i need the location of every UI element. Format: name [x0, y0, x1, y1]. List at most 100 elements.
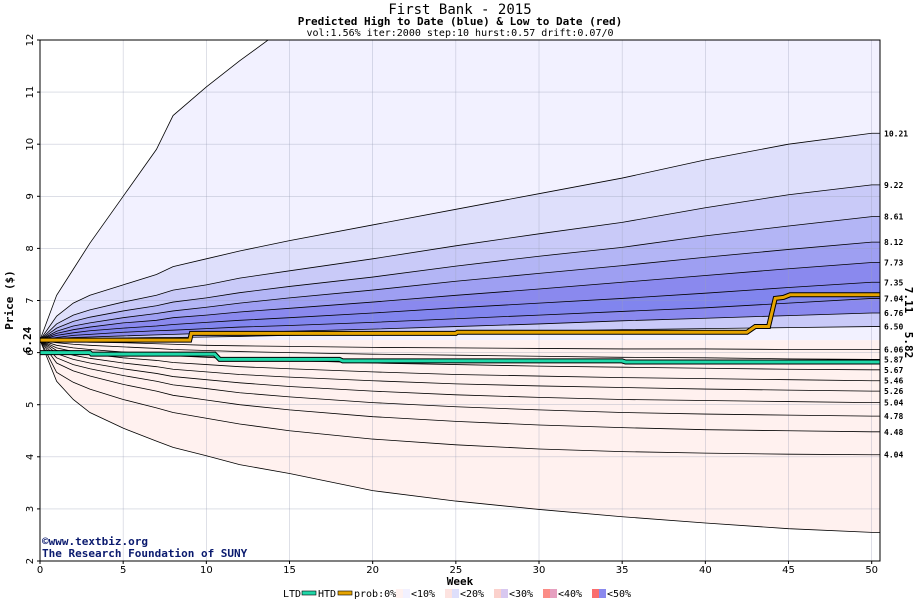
band-end-label: 4.04 [884, 451, 903, 460]
legend-low-swatch [445, 589, 452, 598]
legend-ltd-swatch [301, 590, 317, 596]
legend-low-swatch [494, 589, 501, 598]
high-band-line-6 [40, 281, 880, 341]
band-end-label: 9.22 [884, 181, 903, 190]
chart-subtitle: Predicted High to Date (blue) & Low to D… [298, 15, 623, 28]
band-end-label: 5.04 [884, 399, 903, 408]
credit-organization: The Research Foundation of SUNY [42, 547, 248, 560]
high-band-line-2 [40, 184, 880, 341]
low-band-line-7 [40, 339, 880, 433]
x-tick-label: 0 [37, 565, 43, 576]
plot-area [39, 39, 881, 562]
legend-high-swatch [501, 589, 508, 598]
legend-band-label: <30% [509, 589, 533, 600]
x-tick-label: 10 [200, 565, 213, 576]
legend-high-swatch [550, 589, 557, 598]
legend: LTD HTD prob:0% <10% <20% <30% <40% <50% [283, 589, 631, 600]
x-tick-label: 20 [366, 565, 379, 576]
price-paths [40, 292, 880, 365]
band-end-label: 5.46 [884, 377, 903, 386]
high-band-line-3 [40, 216, 880, 341]
legend-low-swatch [592, 589, 599, 598]
band-end-label: 6.76 [884, 309, 903, 318]
low-band-line-4 [40, 339, 880, 392]
legend-low-swatch [543, 589, 550, 598]
legend-band-label: <50% [607, 589, 631, 600]
x-tick-label: 30 [533, 565, 546, 576]
x-tick-label: 15 [283, 565, 296, 576]
legend-band-swatches: <10% <20% <30% <40% <50% [396, 589, 631, 600]
legend-band-label: <20% [460, 589, 484, 600]
band-end-label: 6.06 [884, 345, 903, 354]
y-tick-label: 6 [25, 349, 36, 355]
legend-prob-label: prob:0% [354, 589, 396, 600]
band-end-label: 7.04 [884, 294, 903, 303]
y-tick-label: 7 [25, 297, 36, 303]
high-band-1 [40, 133, 880, 341]
x-tick-label: 35 [616, 565, 629, 576]
y-tick-label: 5 [25, 402, 36, 408]
band-end-label: 4.78 [884, 412, 903, 421]
high-band-0 [40, 40, 880, 341]
high-band-2 [40, 184, 880, 341]
band-end-label: 8.12 [884, 238, 903, 247]
high-band-line-1 [40, 132, 880, 341]
band-end-label: 7.35 [884, 278, 903, 287]
band-end-labels: 10.21 9.22 8.61 8.12 7.73 7.35 7.04 6.76 6.50 6.0… [884, 129, 908, 459]
high-band-5 [40, 262, 880, 341]
high-band-7 [40, 298, 880, 341]
high-band-line-4 [40, 241, 880, 341]
htd-line [40, 293, 880, 342]
high-band-line-7 [40, 298, 880, 341]
x-tick-label: 25 [449, 565, 462, 576]
y-tick-label: 2 [25, 558, 36, 564]
high-band-4 [40, 242, 880, 341]
y-tick-label: 8 [25, 245, 36, 251]
legend-htd-swatch [337, 590, 353, 596]
y-tick-label: 9 [25, 193, 36, 199]
x-tick-label: 50 [865, 565, 878, 576]
y-tick-label: 12 [25, 34, 36, 47]
start-price-label: 6.24 [21, 326, 34, 353]
x-axis-label: Week [447, 575, 474, 588]
x-tick-label: 40 [699, 565, 712, 576]
y-tick-label: 11 [25, 86, 36, 99]
chart-params: vol:1.56% iter:2000 step:10 hurst:0.57 d… [306, 28, 613, 39]
low-band-line-5 [40, 339, 880, 404]
band-end-label: 5.87 [884, 355, 903, 364]
chart-title: First Bank - 2015 [388, 2, 531, 18]
legend-high-swatch [403, 589, 410, 598]
band-end-label: 5.67 [884, 366, 903, 375]
htd-end-value: 7.11 [902, 287, 915, 314]
legend-band-label: <40% [558, 589, 582, 600]
y-axis-label: Price ($) [3, 270, 16, 330]
high-band-line-5 [40, 262, 880, 341]
legend-high-swatch [452, 589, 459, 598]
y-tick-label: 3 [25, 506, 36, 512]
high-band-line-0 [40, 40, 269, 341]
low-band-line-1 [40, 339, 880, 360]
legend-low-swatch [396, 589, 403, 598]
band-end-label: 8.61 [884, 213, 903, 222]
x-tick-label: 5 [120, 565, 126, 576]
legend-htd-label: HTD [318, 589, 336, 600]
high-band-6 [40, 282, 880, 341]
legend-band-label: <10% [411, 589, 435, 600]
low-band-line-9 [40, 339, 880, 533]
y-tick-label: 10 [25, 138, 36, 151]
x-axis-ticks: 0 5 10 15 20 25 30 35 40 45 50 [37, 561, 878, 576]
band-boundary-lines [40, 40, 880, 533]
band-end-label: 10.21 [884, 129, 908, 138]
high-band-3 [40, 216, 880, 341]
band-end-label: 4.48 [884, 428, 903, 437]
x-tick-label: 45 [782, 565, 795, 576]
low-band-line-8 [40, 339, 880, 456]
band-end-label: 5.26 [884, 387, 903, 396]
y-axis-ticks: 2 3 4 5 6 7 8 9 10 11 12 [25, 34, 40, 564]
ltd-end-value: 5.82 [902, 332, 915, 359]
legend-ltd-label: LTD [283, 589, 301, 600]
y-tick-label: 4 [25, 454, 36, 460]
band-end-label: 6.50 [884, 323, 903, 332]
ltd-line [40, 351, 880, 364]
